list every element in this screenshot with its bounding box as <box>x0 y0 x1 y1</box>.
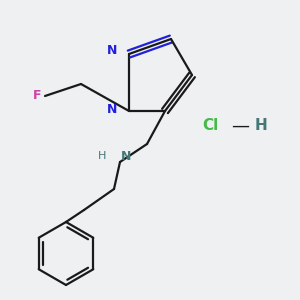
Text: N: N <box>107 44 118 58</box>
Text: H: H <box>98 151 106 161</box>
Text: —: — <box>231 117 249 135</box>
Text: F: F <box>33 89 42 103</box>
Text: N: N <box>121 149 131 163</box>
Text: H: H <box>255 118 267 134</box>
Text: N: N <box>107 103 118 116</box>
Text: Cl: Cl <box>202 118 218 134</box>
